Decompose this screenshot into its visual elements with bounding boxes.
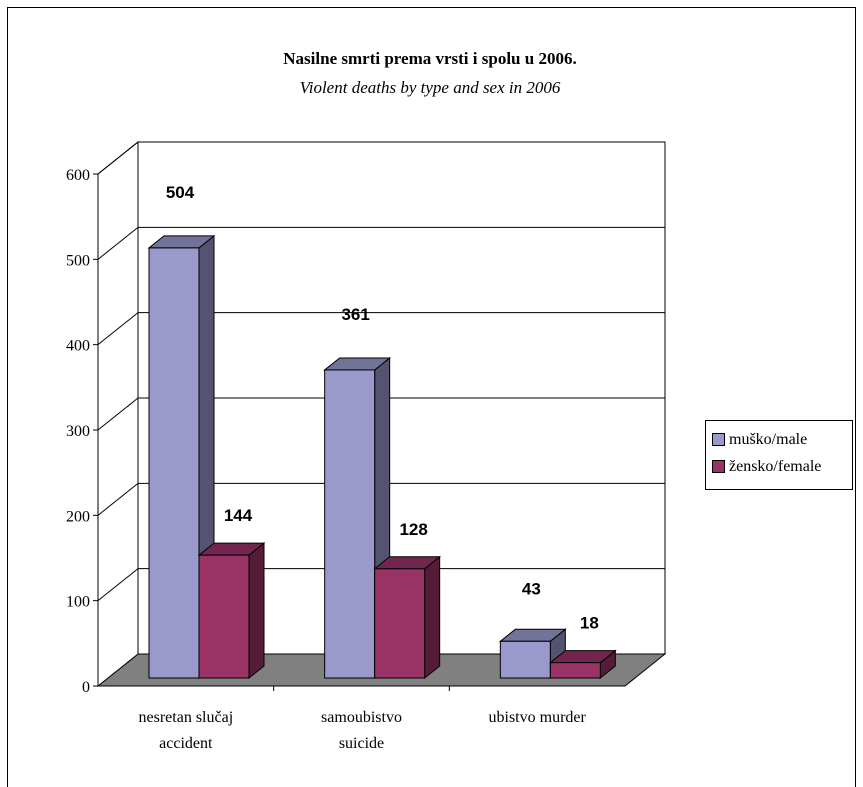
bar-front [549, 662, 601, 679]
bar-side [424, 555, 441, 680]
category-label: accident [159, 735, 213, 752]
gridline-side [97, 141, 139, 175]
value-label: 144 [224, 506, 253, 525]
bar-2-1 [548, 649, 617, 680]
gridline-side [97, 482, 139, 516]
gridline-side [97, 397, 139, 431]
gridline-side [97, 568, 139, 602]
x-axis-categories: nesretan slučaj accident samoubistvo suicid… [139, 686, 587, 752]
legend-swatch-male [712, 433, 725, 446]
y-tick-label: 0 [82, 679, 90, 696]
bars [147, 234, 617, 680]
value-label: 128 [399, 520, 427, 539]
chart-subtitle: Violent deaths by type and sex in 2006 [300, 78, 561, 97]
value-label: 43 [522, 579, 541, 598]
y-tick-label: 600 [66, 167, 90, 184]
bar-front [198, 554, 250, 679]
bar-0-1 [197, 542, 266, 680]
gridline-side [97, 312, 139, 346]
bar-1-1 [373, 555, 442, 680]
y-tick-label: 500 [66, 252, 90, 269]
y-tick-label: 200 [66, 508, 90, 525]
legend: muško/male žensko/female [705, 420, 853, 490]
bar-2-0 [498, 628, 567, 680]
bar-0-0 [147, 234, 216, 680]
y-tick-label: 400 [66, 338, 90, 355]
legend-item-female: žensko/female [712, 453, 852, 480]
legend-swatch-female [712, 460, 725, 473]
category-label: ubistvo murder [489, 709, 587, 726]
bar-side [248, 542, 265, 680]
bar-front [324, 369, 376, 679]
category-label: nesretan slučaj [139, 709, 234, 726]
y-tick-label: 100 [66, 594, 90, 611]
value-label: 504 [166, 183, 195, 202]
legend-label-male: muško/male [729, 430, 808, 448]
gridline-side [97, 226, 139, 260]
chart-title: Nasilne smrti prema vrsti i spolu u 2006… [283, 49, 576, 68]
value-labels: 504 144 361 128 43 18 [166, 183, 599, 633]
bar-front [374, 568, 426, 679]
chart-frame [7, 7, 856, 787]
legend-item-male: muško/male [712, 426, 852, 453]
bar-front [499, 640, 551, 679]
bar-front [148, 247, 200, 679]
y-tick-label: 300 [66, 423, 90, 440]
y-axis-ticks: 0 100 200 300 400 500 600 [66, 167, 98, 696]
value-label: 18 [580, 614, 599, 633]
category-label: samoubistvo [321, 709, 402, 726]
category-label: suicide [339, 735, 384, 752]
value-label: 361 [341, 305, 369, 324]
legend-label-female: žensko/female [729, 457, 822, 475]
